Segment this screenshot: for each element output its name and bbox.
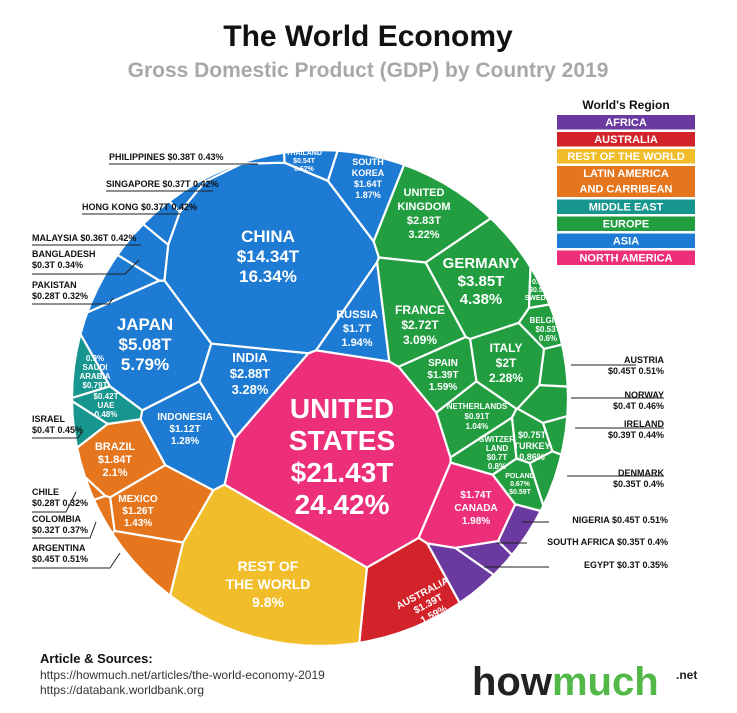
cell-australia <box>358 536 461 644</box>
cell-south-korea <box>326 149 406 243</box>
cell-poland <box>491 457 545 513</box>
cell-thailand <box>282 148 339 182</box>
callout-argentina: ARGENTINA $0.45T 0.51% <box>32 543 88 564</box>
label-brazil: BRAZIL $1.84T 2.1% <box>95 441 136 479</box>
label-spain: SPAIN $1.39T 1.59% <box>427 358 458 393</box>
callout-south-africa: SOUTH AFRICA $0.35T 0.4% <box>547 537 668 547</box>
label-indonesia: INDONESIA $1.12T 1.28% <box>157 412 213 447</box>
label-russia: RUSSIA $1.7T 1.94% <box>336 309 378 349</box>
legend-label-europe: EUROPE <box>603 219 649 231</box>
logo-wordmark: howmuch <box>472 660 659 704</box>
cell-malaysia <box>142 200 181 246</box>
howmuch-logo: howmuch .net <box>472 660 697 704</box>
sources-block: Article & Sources: https://howmuch.net/a… <box>40 651 325 697</box>
label-turkey: $0.75T TURKEY 0.86% <box>513 430 550 462</box>
label-italy: ITALY $2T 2.28% <box>489 341 523 385</box>
callout-israel: ISRAEL $0.4T 0.45% <box>32 414 83 435</box>
legend-swatch-middle-east <box>557 199 695 214</box>
label-india: INDIA $2.88T 3.28% <box>230 350 271 397</box>
cell-united-kingdom <box>372 163 492 264</box>
cell-rest-of-the-world <box>169 483 368 648</box>
legend-label-asia: ASIA <box>613 236 639 248</box>
legend-label-middle-east: MIDDLE EAST <box>589 202 664 214</box>
label-uae: $0.42T UAE 0.48% <box>94 392 119 419</box>
legend-title: World's Region <box>582 98 669 112</box>
logo-suffix: .net <box>676 668 697 682</box>
label-united-kingdom: UNITED KINGDOM $2.83T 3.22% <box>397 187 450 241</box>
leader-colombia <box>32 521 97 539</box>
logo-part-how: how <box>472 660 553 704</box>
legend-swatch-latin-america-and-carribean <box>557 166 695 197</box>
legend-swatch-africa <box>557 115 695 130</box>
logo-part-much: much <box>552 660 659 704</box>
source-link-2[interactable]: https://databank.worldbank.org <box>40 683 204 697</box>
voronoi-cells <box>70 148 570 648</box>
label-mexico: MEXICO $1.26T 1.43% <box>118 494 158 529</box>
callout-hong-kong: HONG KONG $0.37T 0.42% <box>82 202 197 212</box>
leader-chile <box>32 491 77 513</box>
label-china: CHINA $14.34T 16.34% <box>237 227 300 286</box>
label-rest-of-the-world: REST OF THE WORLD 9.8% <box>226 558 311 610</box>
callout-bangladesh: BANGLADESH $0.3T 0.34% <box>32 249 96 270</box>
label-netherlands: NETHERLANDS $0.91T 1.04% <box>447 402 508 431</box>
callout-singapore: SINGAPORE $0.37T 0.42% <box>106 179 219 189</box>
leader-pakistan <box>32 297 114 305</box>
legend-label-latin-america-and-carribean: LATIN AMERICA AND CARRIBEAN <box>580 168 673 196</box>
source-link-1[interactable]: https://howmuch.net/articles/the-world-e… <box>40 668 325 682</box>
legend-label-africa: AFRICA <box>605 117 647 129</box>
callout-norway: NORWAY $0.4T 0.46% <box>613 390 664 411</box>
callout-colombia: COLOMBIA $0.32T 0.37% <box>32 514 88 535</box>
cell-chile <box>83 475 107 501</box>
legend-label-rest-of-the-world: REST OF THE WORLD <box>567 151 684 163</box>
cell-nigeria <box>497 503 542 557</box>
cell-pakistan <box>86 253 161 314</box>
label-united-states: UNITED STATES $21.43T 24.42% <box>289 393 395 520</box>
label-belgium: BELGIUM $0.53T 0.6% <box>530 316 567 343</box>
label-saudi-arabia: 0.9% SAUDI ARABIA $0.79T <box>79 354 110 390</box>
legend-swatch-europe <box>557 216 695 231</box>
chart-title: The World Economy <box>223 20 513 53</box>
cell-egypt <box>426 542 495 604</box>
label-switzerland: SWITZER LAND $0.7T 0.8% <box>479 435 515 471</box>
label-japan: JAPAN $5.08T 5.79% <box>117 315 173 374</box>
leader-israel <box>32 431 83 439</box>
legend-label-australia: AUSTRALIA <box>594 134 658 146</box>
callout-chile: CHILE $0.28T 0.32% <box>32 487 88 508</box>
legend-swatch-north-america <box>557 250 695 265</box>
cell-colombia <box>92 494 116 535</box>
legend-label-north-america: NORTH AMERICA <box>579 253 672 265</box>
callout-egypt: EGYPT $0.3T 0.35% <box>584 560 668 570</box>
cell-philippines <box>240 151 286 165</box>
label-france: FRANCE $2.72T 3.09% <box>395 303 445 347</box>
callout-philippines: PHILIPPINES $0.38T 0.43% <box>109 152 224 162</box>
callout-austria: AUSTRIA $0.45T 0.51% <box>608 355 665 376</box>
label-germany: GERMANY $3.85T 4.38% <box>443 255 520 308</box>
region-legend: World's Region AFRICA AUSTRALIA REST OF TH… <box>557 98 695 265</box>
leader-argentina <box>32 552 121 569</box>
cell-argentina <box>111 529 185 597</box>
leader-bangladesh <box>32 259 140 275</box>
label-poland: POLAND 0.67% $0.59T <box>505 473 535 496</box>
callout-malaysia: MALAYSIA $0.36T 0.42% <box>32 233 136 243</box>
legend-swatch-asia <box>557 233 695 248</box>
sources-heading: Article & Sources: <box>40 651 153 666</box>
cell-norway <box>516 384 570 424</box>
cell-austria <box>538 343 569 388</box>
callout-ireland: IRELAND $0.39T 0.44% <box>608 419 665 440</box>
label-south-korea: SOUTH KOREA $1.64T 1.87% <box>352 157 385 200</box>
callout-pakistan: PAKISTAN $0.28T 0.32% <box>32 280 88 301</box>
label-canada: $1.74T CANADA 1.98% <box>454 490 497 527</box>
cell-singapore <box>202 161 243 183</box>
chart-subtitle: Gross Domestic Product (GDP) by Country … <box>128 59 609 82</box>
callout-denmark: DENMARK $0.35T 0.4% <box>613 468 665 489</box>
legend-swatch-australia <box>557 132 695 147</box>
callout-nigeria: NIGERIA $0.45T 0.51% <box>572 515 668 525</box>
label-thailand: THAILAND $0.54T 0.62% <box>286 150 322 173</box>
label-sweden: 0.6% $0.53T SWEDEN <box>525 279 556 302</box>
cell-denmark <box>528 450 563 507</box>
legend-swatch-rest-of-the-world <box>557 149 695 164</box>
callout-labels: PHILIPPINES $0.38T 0.43% SINGAPORE $0.37T… <box>32 152 668 570</box>
